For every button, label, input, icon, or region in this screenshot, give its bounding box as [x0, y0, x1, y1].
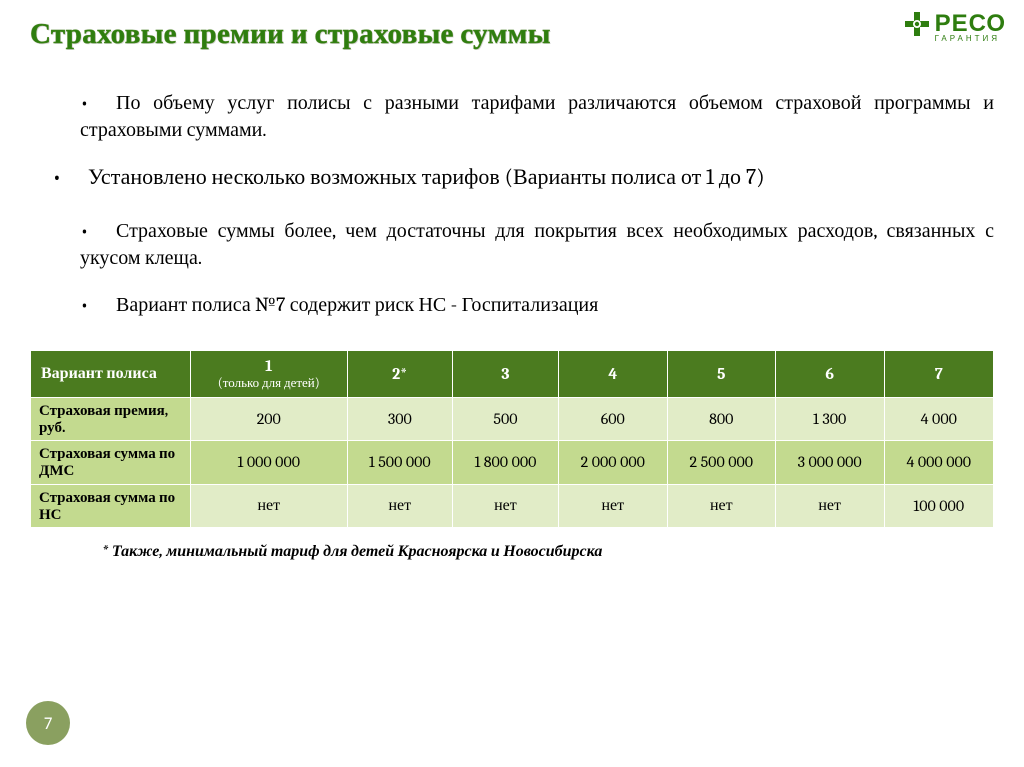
table-cell: 600	[558, 397, 667, 441]
bullet-item: •Вариант полиса №7 содержит риск НС - Го…	[52, 291, 994, 318]
table-cell: 2 000 000	[558, 441, 667, 485]
table-cell: нет	[667, 484, 775, 528]
table-cell: нет	[558, 484, 667, 528]
table-cell: 3 000 000	[775, 441, 884, 485]
page-title: Страховые премии и страховые суммы	[30, 18, 994, 51]
bullet-item: •Установлено несколько возможных тарифов…	[52, 163, 994, 193]
bullet-item: •По объему услуг полисы с разными тарифа…	[52, 89, 994, 143]
table-cell: 1 800 000	[453, 441, 559, 485]
table-footnote: * Также, минимальный тариф для детей Кра…	[30, 542, 994, 561]
table-column-header: 5	[667, 350, 775, 397]
table-cell: 2 500 000	[667, 441, 775, 485]
table-cell: 1 000 000	[191, 441, 348, 485]
table-cell: 200	[191, 397, 348, 441]
table-column-header: 6	[775, 350, 884, 397]
logo-subtitle: ГАРАНТИЯ	[935, 35, 1006, 42]
table-column-header: 3	[453, 350, 559, 397]
table-cell: нет	[453, 484, 559, 528]
table-cell: 4 000	[884, 397, 993, 441]
table-row: Страховая сумма по ДМС 1 000 000 1 500 0…	[31, 441, 994, 485]
row-label: Страховая сумма по ДМС	[31, 441, 191, 485]
table-cell: 4 000 000	[884, 441, 993, 485]
table-cell: 300	[347, 397, 453, 441]
table-cell: 1 300	[775, 397, 884, 441]
bullet-list: •По объему услуг полисы с разными тарифа…	[30, 89, 994, 318]
page-number-badge: 7	[26, 701, 70, 745]
table-column-header: 1(только для детей)	[191, 350, 348, 397]
table-column-header: 2*	[347, 350, 453, 397]
table-cell: нет	[775, 484, 884, 528]
table-header-label: Вариант полиса	[31, 350, 191, 397]
logo-icon	[903, 10, 931, 45]
tariff-table: Вариант полиса 1(только для детей) 2* 3 …	[30, 350, 994, 529]
row-label: Страховая сумма по НС	[31, 484, 191, 528]
bullet-item: •Страховые суммы более, чем достаточны д…	[52, 217, 994, 271]
table-cell: 1 500 000	[347, 441, 453, 485]
table-cell: нет	[191, 484, 348, 528]
logo-name: РЕСО	[935, 13, 1006, 35]
row-label: Страховая премия, руб.	[31, 397, 191, 441]
table-cell: нет	[347, 484, 453, 528]
table-row: Страховая премия, руб. 200 300 500 600 8…	[31, 397, 994, 441]
table-row: Страховая сумма по НС нет нет нет нет не…	[31, 484, 994, 528]
table-cell: 500	[453, 397, 559, 441]
table-cell: 800	[667, 397, 775, 441]
table-column-header: 7	[884, 350, 993, 397]
table-cell: 100 000	[884, 484, 993, 528]
table-header-row: Вариант полиса 1(только для детей) 2* 3 …	[31, 350, 994, 397]
table-column-header: 4	[558, 350, 667, 397]
company-logo: РЕСО ГАРАНТИЯ	[903, 10, 1006, 45]
